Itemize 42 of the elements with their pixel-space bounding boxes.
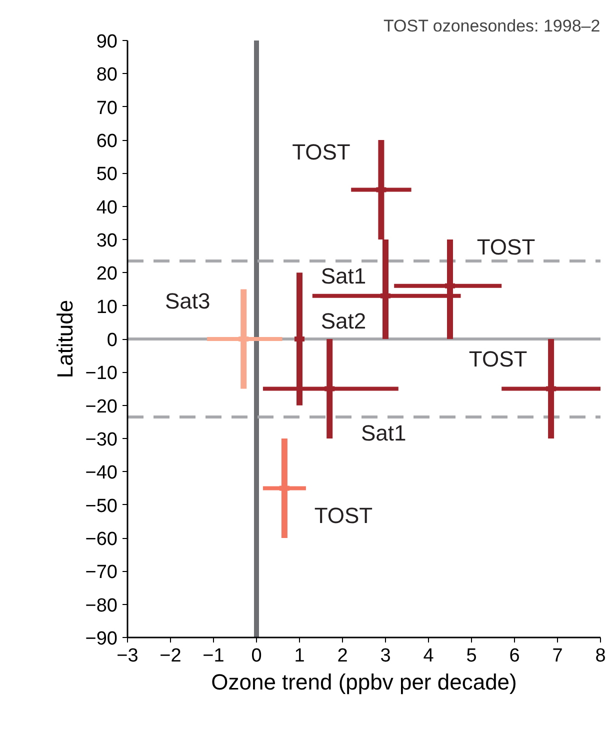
x-tick-label: 6	[509, 646, 520, 666]
chart-title: TOST ozonesondes: 1998–2	[383, 16, 600, 36]
x-tick-label: 4	[423, 646, 434, 666]
series-label: Sat3	[164, 288, 210, 314]
y-tick-label: 90	[96, 32, 118, 52]
y-tick-label: −50	[85, 496, 118, 517]
y-tick-label: 50	[96, 164, 118, 186]
series-label: TOST	[292, 139, 350, 164]
y-axis-title: Latitude	[52, 300, 78, 378]
y-tick-label: −40	[85, 462, 118, 484]
y-tick-label: −10	[85, 363, 118, 384]
y-tick-label: 0	[106, 330, 118, 351]
series-label: Sat1	[360, 420, 406, 446]
x-tick-label: −3	[116, 646, 138, 666]
y-tick-label: 80	[96, 64, 118, 86]
y-tick-label: −20	[85, 396, 118, 418]
y-tick-label: 60	[96, 131, 118, 152]
x-tick-label: 3	[380, 646, 391, 666]
series-label: Sat2	[320, 308, 366, 334]
x-tick-label: 1	[294, 646, 305, 666]
x-tick-label: 5	[466, 646, 477, 666]
series-label: TOST	[468, 346, 528, 372]
y-tick-label: −80	[85, 595, 118, 616]
y-tick-label: 40	[96, 197, 118, 218]
x-tick-label: −2	[160, 646, 182, 666]
series-label: Sat1	[320, 263, 366, 288]
y-tick-label: 70	[96, 98, 118, 119]
x-tick-label: 8	[595, 646, 606, 666]
series-label: TOST	[314, 502, 373, 528]
x-tick-label: −1	[202, 646, 224, 666]
x-axis-title: Ozone trend (ppbv per decade)	[211, 670, 517, 694]
y-tick-label: −90	[85, 628, 118, 650]
y-tick-label: −60	[85, 529, 118, 550]
y-tick-label: 30	[96, 230, 118, 252]
y-tick-label: 20	[96, 264, 118, 285]
y-tick-label: 10	[96, 296, 118, 318]
y-tick-label: −70	[85, 562, 118, 584]
x-tick-label: 0	[251, 646, 262, 666]
x-tick-label: 2	[337, 646, 348, 666]
y-tick-label: −30	[85, 430, 118, 450]
series-label: TOST	[476, 234, 536, 260]
x-tick-label: 7	[552, 646, 563, 666]
